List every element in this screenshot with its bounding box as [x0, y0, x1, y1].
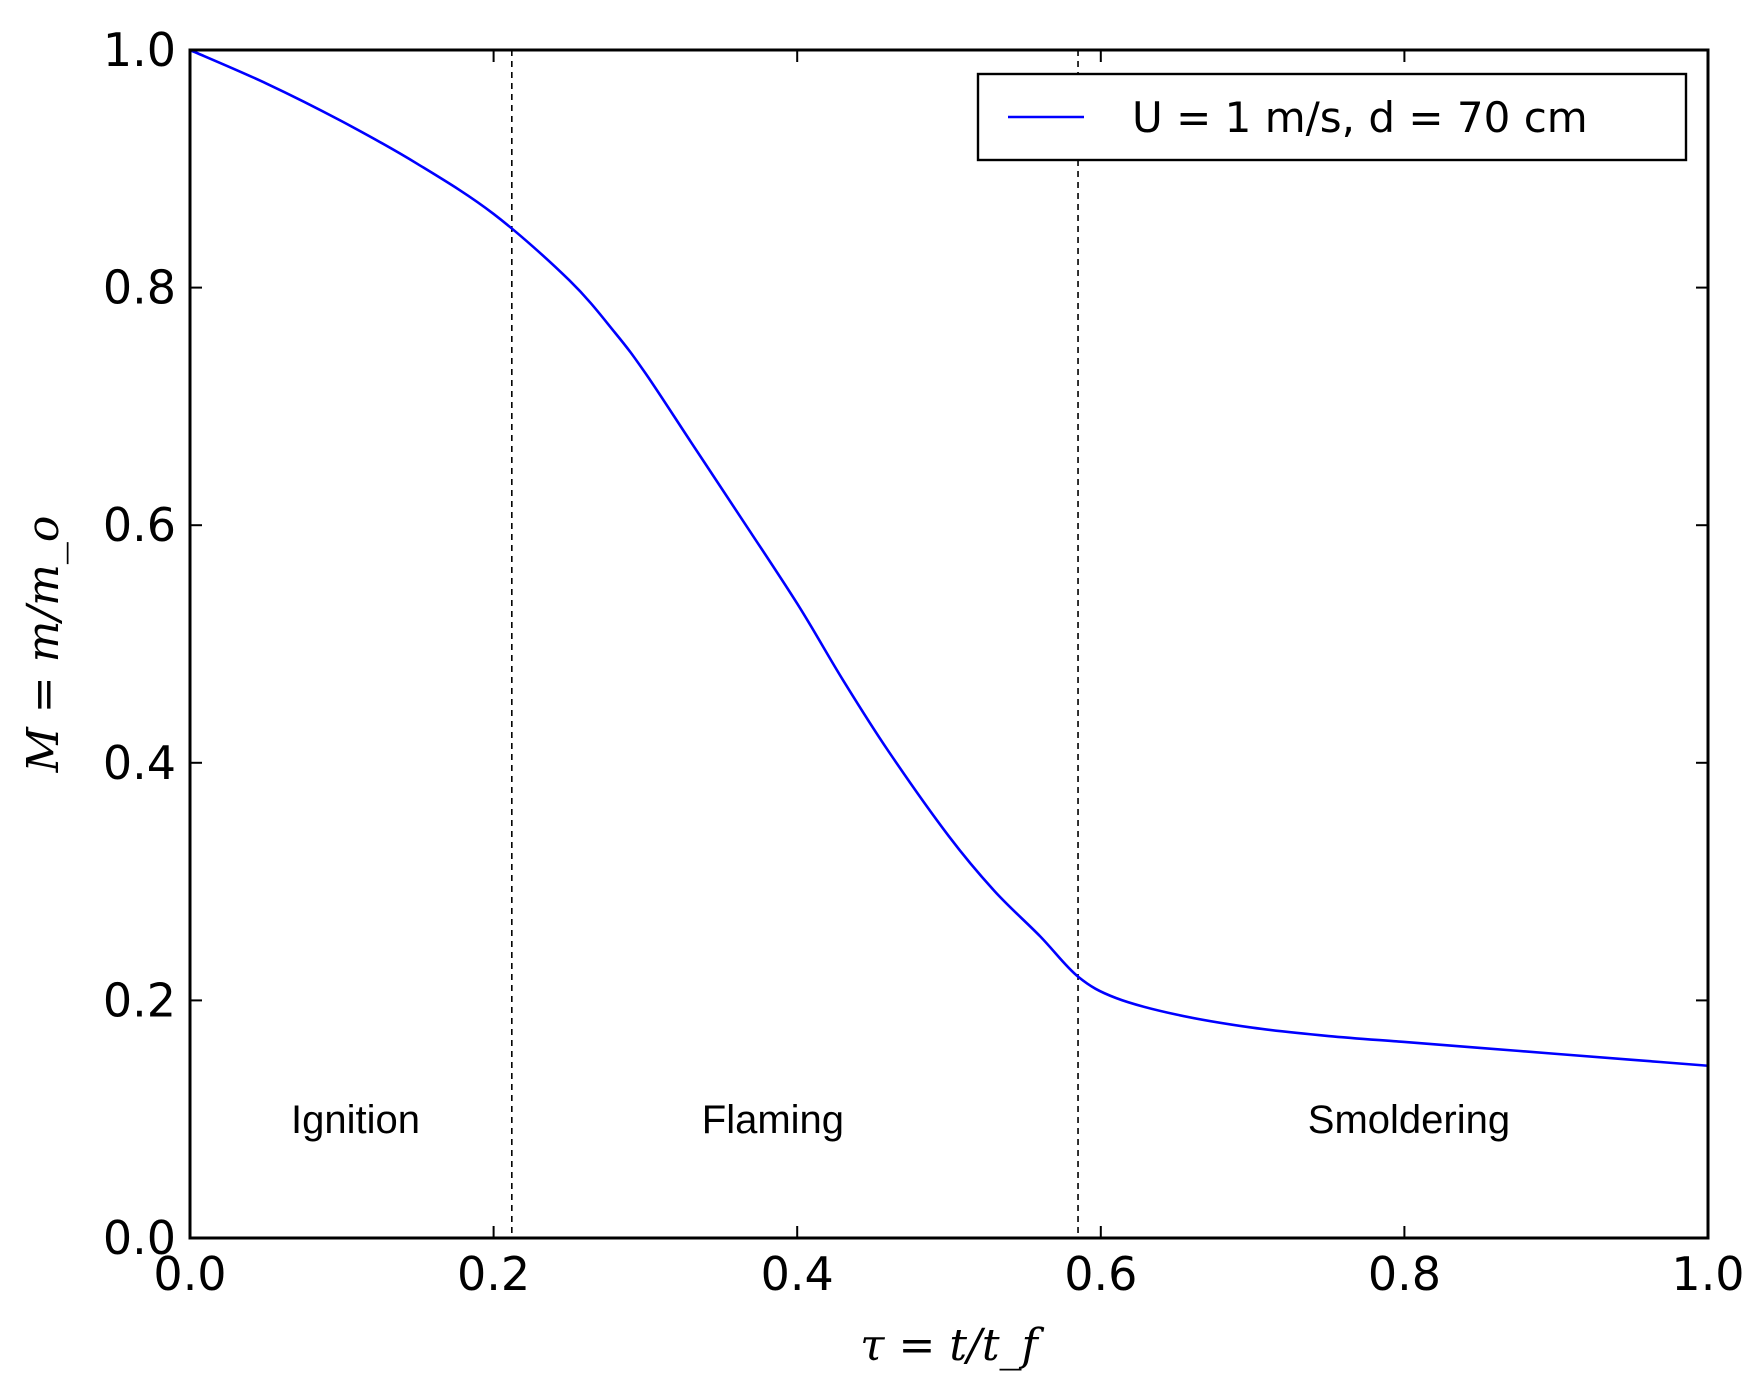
y-tick-label: 0.0	[103, 1211, 176, 1265]
x-tick-label: 1.0	[1671, 1247, 1744, 1301]
x-tick-label: 0.2	[457, 1247, 530, 1301]
y-axis-label: M = m/m_o	[18, 516, 69, 774]
region-label: Ignition	[291, 1098, 420, 1142]
phase-boundaries	[511, 50, 1079, 1238]
axis-ticks: 0.0 0.2 0.4 0.6 0.8 1.0 0.0 0.2 0.4 0.6 0.8 1.0	[103, 23, 1745, 1301]
x-tick-label: 0.8	[1368, 1247, 1441, 1301]
y-tick-label: 0.8	[103, 261, 176, 315]
x-tick-label: 0.6	[1064, 1247, 1137, 1301]
y-tick-label: 0.2	[103, 973, 176, 1027]
legend: U = 1 m/s, d = 70 cm	[976, 72, 1688, 162]
legend-entry: U = 1 m/s, d = 70 cm	[1132, 93, 1588, 142]
plot-frame	[188, 48, 1710, 1240]
x-tick-label: 0.0	[153, 1247, 226, 1301]
x-tick-label: 0.4	[761, 1247, 834, 1301]
series-line-0	[189, 48, 1709, 1068]
region-label: Flaming	[702, 1098, 844, 1142]
legend-box	[976, 72, 1688, 162]
region-annotations: Ignition Flaming Smoldering	[291, 1098, 1510, 1142]
region-label: Smoldering	[1308, 1098, 1510, 1142]
series-lines	[189, 48, 1709, 1068]
y-tick-label: 0.4	[103, 736, 176, 790]
y-tick-label: 0.6	[103, 498, 176, 552]
y-tick-label: 1.0	[103, 23, 176, 77]
x-axis-label: τ = t/t_f	[860, 1320, 1044, 1371]
